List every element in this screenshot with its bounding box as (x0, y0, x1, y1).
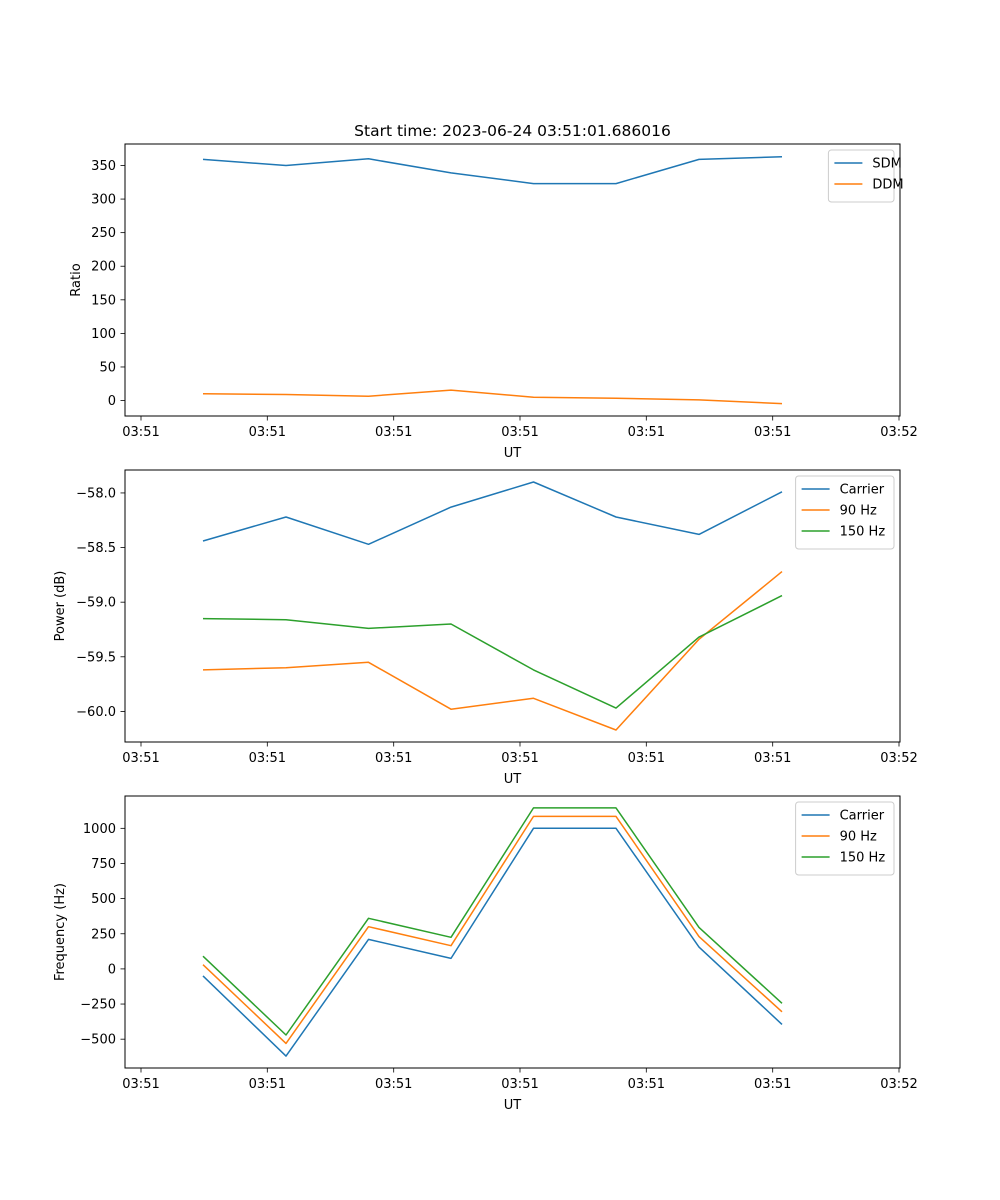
x-axis-label: UT (504, 446, 522, 461)
legend: Carrier 90 Hz 150 Hz (795, 801, 895, 876)
y-tick-label: −500 (80, 1033, 116, 1048)
x-tick-label: 03:51 (501, 425, 538, 440)
x-tick-label: 03:51 (628, 751, 665, 766)
x-tick-label: 03:51 (375, 751, 412, 766)
y-tick-label: 150 (91, 293, 116, 308)
series-line-3-3 (202, 807, 783, 1036)
panels: 03:51 03:51 03:51 03:51 03:51 03:51 03:52 0 50 10… (53, 143, 918, 1113)
y-tick-label: 50 (99, 360, 116, 375)
y-tick-label: 250 (91, 226, 116, 241)
y-tick-label: 0 (108, 962, 116, 977)
legend-label: 150 Hz (840, 525, 886, 540)
y-tick-label: 500 (91, 892, 116, 907)
plot-frame (124, 795, 901, 1069)
series-line-3-2 (202, 815, 783, 1045)
y-tick-label: −60.0 (76, 705, 116, 720)
x-tick-label: 03:51 (249, 751, 286, 766)
x-tick-label: 03:51 (375, 1077, 412, 1092)
y-axis-label: Power (dB) (53, 571, 68, 642)
legend-label: DDM (872, 178, 903, 193)
x-tick-label: 03:51 (375, 425, 412, 440)
x-tick-label: 03:51 (754, 751, 791, 766)
x-tick-label: 03:51 (249, 425, 286, 440)
figure-title: Start time: 2023-06-24 03:51:01.686016 (354, 122, 671, 140)
legend-label: Carrier (840, 483, 885, 498)
x-tick-label: 03:51 (249, 1077, 286, 1092)
y-tick-label: −58.0 (76, 486, 116, 501)
series-line-3-1 (202, 827, 783, 1057)
y-tick-label: −59.0 (76, 596, 116, 611)
y-tick-label: 350 (91, 159, 116, 174)
legend-label: 90 Hz (840, 830, 877, 845)
x-axis-label: UT (504, 1098, 522, 1113)
legend-label: 90 Hz (840, 504, 877, 519)
y-tick-label: 100 (91, 327, 116, 342)
y-tick-label: 250 (91, 927, 116, 942)
y-tick-label: −59.5 (76, 650, 116, 665)
x-tick-label: 03:51 (628, 425, 665, 440)
x-tick-label: 03:51 (501, 751, 538, 766)
y-tick-label: 750 (91, 857, 116, 872)
x-tick-label: 03:51 (122, 425, 159, 440)
x-tick-label: 03:51 (122, 751, 159, 766)
legend: SDM DDM (827, 149, 904, 203)
x-axis-label: UT (504, 772, 522, 787)
y-tick-label: −250 (80, 998, 116, 1013)
chart-panel-1: 03:51 03:51 03:51 03:51 03:51 03:51 03:52 0 50 10… (69, 143, 918, 461)
x-tick-label: 03:51 (122, 1077, 159, 1092)
legend: Carrier 90 Hz 150 Hz (795, 475, 895, 550)
x-tick-label: 03:51 (501, 1077, 538, 1092)
chart-panel-2: 03:51 03:51 03:51 03:51 03:51 03:51 03:52 −60.0… (53, 469, 918, 787)
x-tick-label: 03:51 (754, 1077, 791, 1092)
y-axis-label: Frequency (Hz) (53, 883, 68, 981)
legend-label: Carrier (840, 809, 885, 824)
x-tick-label: 03:52 (880, 1077, 917, 1092)
series-line-1-1 (202, 156, 783, 185)
y-tick-label: 300 (91, 193, 116, 208)
x-tick-label: 03:52 (880, 425, 917, 440)
x-tick-label: 03:51 (628, 1077, 665, 1092)
x-tick-label: 03:51 (754, 425, 791, 440)
plot-frame (124, 469, 901, 743)
series-line-2-1 (202, 481, 783, 546)
legend-label: SDM (872, 157, 901, 172)
x-tick-label: 03:52 (880, 751, 917, 766)
y-tick-label: 0 (108, 394, 116, 409)
y-tick-label: 200 (91, 260, 116, 275)
y-axis-label: Ratio (69, 263, 84, 296)
plot-frame (124, 143, 901, 417)
y-tick-label: 1000 (83, 822, 116, 837)
chart-panel-3: 03:51 03:51 03:51 03:51 03:51 03:51 03:52 −500 −… (53, 795, 918, 1113)
series-line-2-3 (202, 594, 783, 709)
series-line-1-2 (202, 389, 783, 405)
legend-label: 150 Hz (840, 851, 886, 866)
y-tick-label: −58.5 (76, 541, 116, 556)
series-line-2-2 (202, 571, 783, 731)
